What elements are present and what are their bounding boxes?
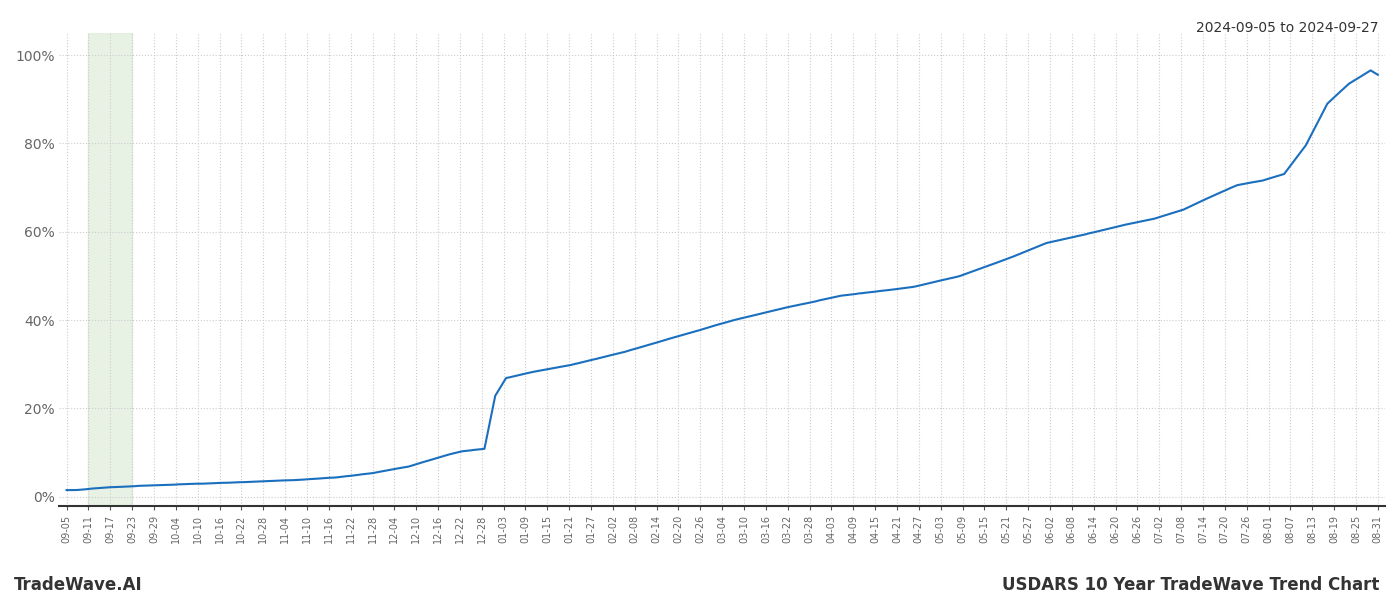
Text: TradeWave.AI: TradeWave.AI [14,576,143,594]
Text: 2024-09-05 to 2024-09-27: 2024-09-05 to 2024-09-27 [1197,21,1379,35]
Text: USDARS 10 Year TradeWave Trend Chart: USDARS 10 Year TradeWave Trend Chart [1001,576,1379,594]
Bar [88,33,132,506]
